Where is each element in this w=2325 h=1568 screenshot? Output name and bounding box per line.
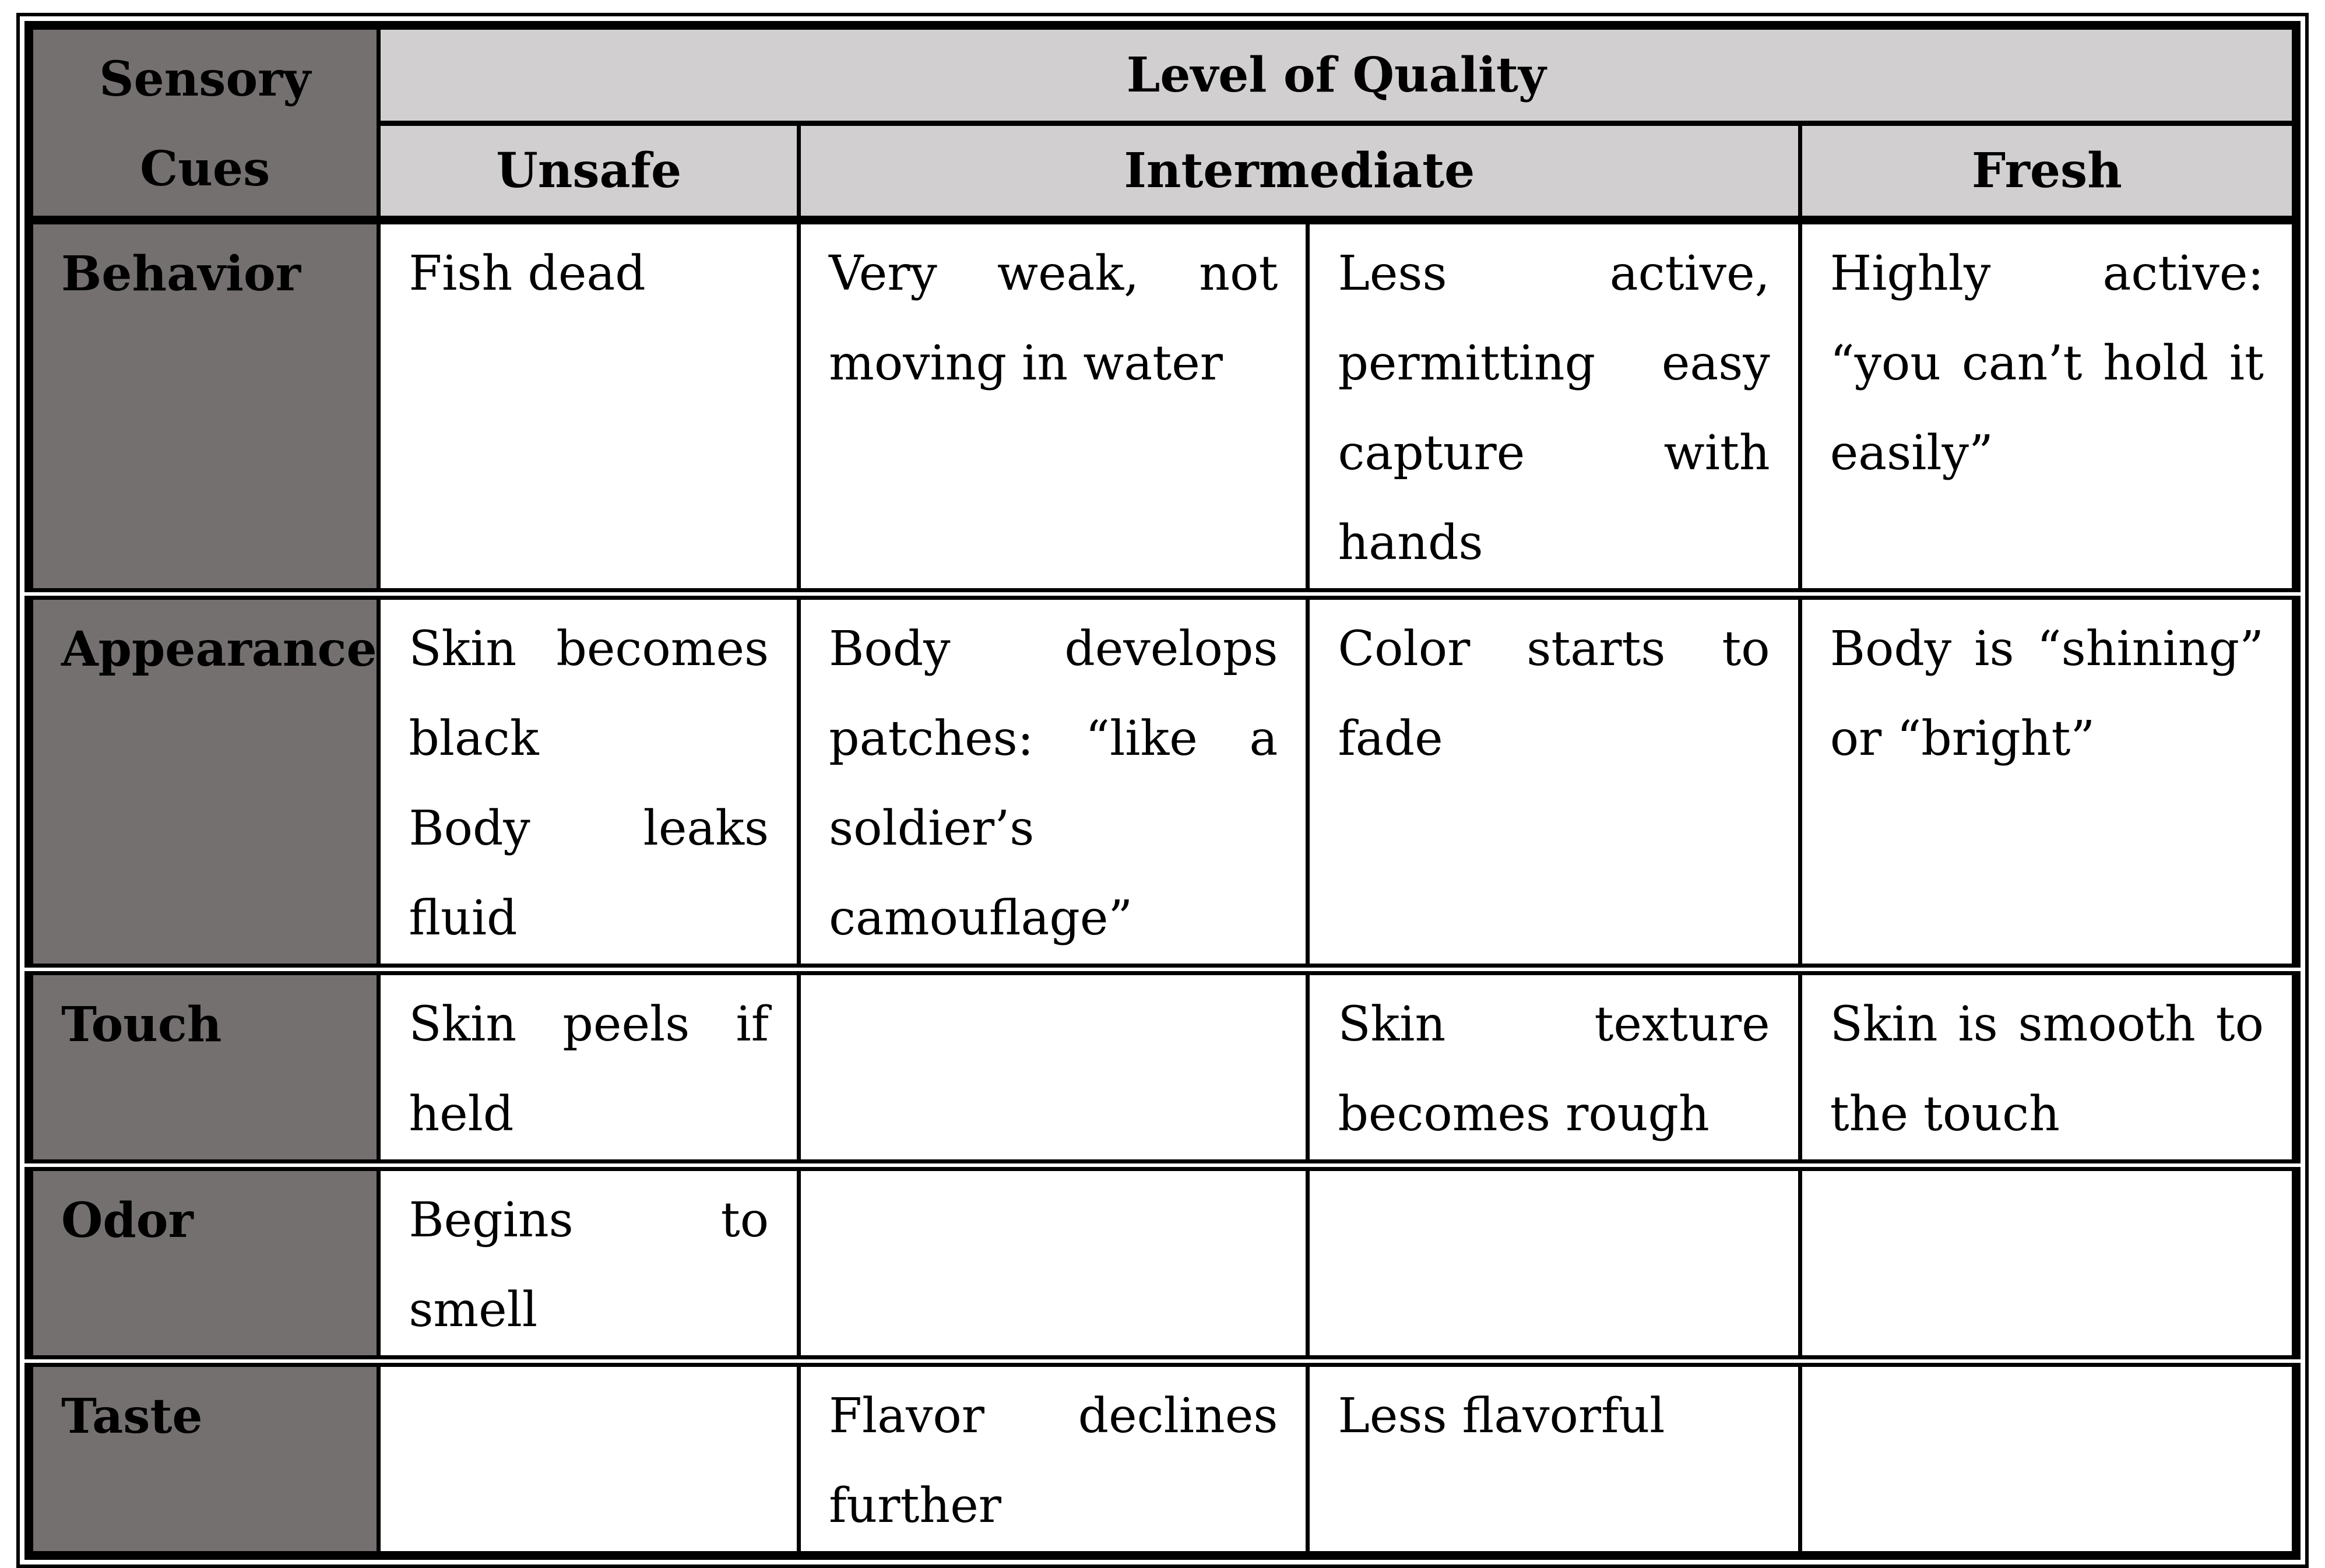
cell-text: Skin texture becomes rough xyxy=(1338,997,1770,1142)
row-touch: Touch Skin peels if held Skin texture be… xyxy=(26,967,2299,1171)
cell-behavior-intermediate-early: Very weak, not moving in water xyxy=(797,218,1310,600)
cell-behavior-fresh: Highly active: “you can’t hold it easily… xyxy=(1798,218,2299,600)
cell-odor-intermediate-late xyxy=(1306,1163,1802,1367)
cell-text: Flavor declines further xyxy=(829,1388,1278,1534)
cell-text: Body is “shining” or “bright” xyxy=(1830,621,2264,767)
cell-taste-fresh xyxy=(1798,1359,2299,1558)
row-label-behavior: Behavior xyxy=(26,218,381,600)
cell-odor-intermediate-early xyxy=(797,1163,1310,1367)
header-cell-unsafe: Unsafe xyxy=(377,121,801,224)
cell-text: Skin is smooth to the touch xyxy=(1830,997,2264,1142)
cell-appearance-fresh: Body is “shining” or “bright” xyxy=(1798,592,2299,975)
row-behavior: Behavior Fish dead Very weak, not moving… xyxy=(26,218,2299,600)
cell-touch-intermediate-early xyxy=(797,967,1310,1171)
row-odor: Odor Begins to smell xyxy=(26,1163,2299,1367)
header-cell-level-of-quality: Level of Quality xyxy=(377,23,2298,126)
cell-appearance-intermediate-late: Color starts to fade xyxy=(1306,592,1802,975)
cell-behavior-unsafe: Fish dead xyxy=(377,218,801,600)
cell-text: Fish dead xyxy=(409,246,646,301)
cell-taste-intermediate-late: Less flavorful xyxy=(1306,1359,1802,1558)
cell-odor-unsafe: Begins to smell xyxy=(377,1163,801,1367)
header-cell-fresh: Fresh xyxy=(1798,121,2299,224)
row-label-odor: Odor xyxy=(26,1163,381,1367)
row-label-touch: Touch xyxy=(26,967,381,1171)
cell-touch-unsafe: Skin peels if held xyxy=(377,967,801,1171)
cell-text: Color starts to fade xyxy=(1338,621,1770,767)
cell-text: Highly active: “you can’t hold it easily… xyxy=(1830,246,2264,481)
row-taste: Taste Flavor declines further Less flavo… xyxy=(26,1359,2299,1558)
cell-appearance-unsafe: Skin becomes black Body leaks fluid xyxy=(377,592,801,975)
cell-touch-intermediate-late: Skin texture becomes rough xyxy=(1306,967,1802,1171)
cell-text: Less flavorful xyxy=(1338,1388,1665,1444)
cell-text: Begins to smell xyxy=(409,1193,769,1338)
cell-text: Less active, permitting easy capture wit… xyxy=(1338,246,1770,571)
row-appearance: Appearance Skin becomes black Body leaks… xyxy=(26,592,2299,975)
cell-taste-unsafe xyxy=(377,1359,801,1558)
header-row-quality: Sensory Cues Level of Quality xyxy=(26,23,2298,224)
cell-text: Body leaks fluid xyxy=(409,801,769,946)
cell-taste-intermediate-early: Flavor declines further xyxy=(797,1359,1310,1558)
cell-text: Very weak, not moving in water xyxy=(829,246,1278,391)
header-cell-sensory-cues: Sensory Cues xyxy=(26,23,381,224)
header-cell-intermediate: Intermediate xyxy=(797,121,1802,224)
table-frame: Sensory Cues Level of Quality Unsafe Int… xyxy=(16,13,2309,1568)
cell-appearance-intermediate-early: Body develops patches: “like a soldier’s… xyxy=(797,592,1310,975)
fish-freshness-sensory-table: Sensory Cues Level of Quality Unsafe Int… xyxy=(24,21,2301,1560)
cell-text: Skin becomes black xyxy=(409,621,769,767)
cell-text: Body develops patches: “like a soldier’s… xyxy=(829,621,1278,946)
row-label-appearance: Appearance xyxy=(26,592,381,975)
cell-behavior-intermediate-late: Less active, permitting easy capture wit… xyxy=(1306,218,1802,600)
cell-text: Skin peels if held xyxy=(409,997,769,1142)
header-row-levels: Unsafe Intermediate Fresh xyxy=(29,121,2299,224)
row-label-taste: Taste xyxy=(26,1359,381,1558)
cell-odor-fresh xyxy=(1798,1163,2299,1367)
cell-touch-fresh: Skin is smooth to the touch xyxy=(1798,967,2299,1171)
